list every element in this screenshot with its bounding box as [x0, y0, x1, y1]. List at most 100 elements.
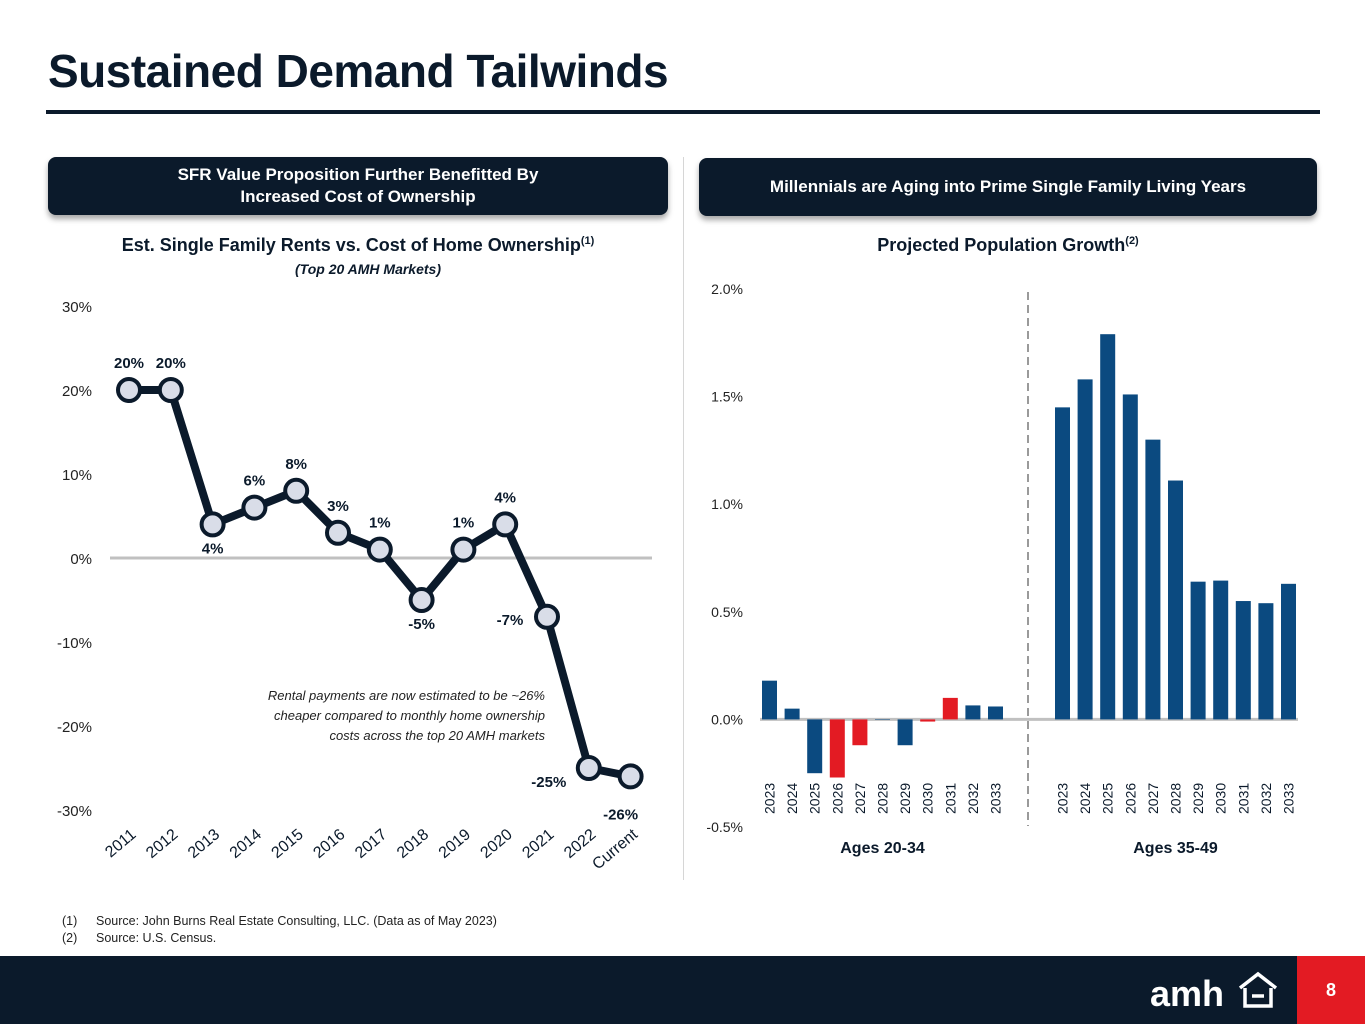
data-label: 6% — [244, 473, 266, 490]
data-point — [241, 494, 268, 521]
x-tick-label: 2023 — [762, 783, 778, 814]
x-tick-label: 2020 — [478, 826, 516, 862]
bar — [875, 719, 890, 720]
y-tick-label: -10% — [57, 635, 92, 652]
data-point — [325, 519, 351, 546]
data-label: 1% — [369, 515, 391, 532]
x-tick-label: 2018 — [394, 826, 432, 862]
left-banner-line2: Increased Cost of Ownership — [240, 187, 476, 206]
bar — [762, 680, 777, 720]
x-tick-label: 2012 — [143, 826, 181, 862]
x-tick-label: 2021 — [519, 826, 557, 862]
x-tick-label: 2027 — [1145, 783, 1161, 814]
left-chart-title-text: Est. Single Family Rents vs. Cost of Hom… — [121, 235, 581, 255]
data-label: -5% — [408, 616, 435, 633]
x-tick-label: 2031 — [1235, 783, 1251, 814]
x-tick-label: 2033 — [1281, 783, 1297, 814]
bar — [897, 719, 913, 746]
x-tick-label: 2025 — [1100, 783, 1116, 814]
x-tick-label: 2024 — [1077, 783, 1093, 814]
x-tick-label: 2031 — [942, 783, 958, 814]
data-label: 20% — [156, 355, 186, 372]
data-point — [366, 536, 393, 563]
annotation-line: costs across the top 20 AMH markets — [329, 728, 545, 743]
x-tick-label: 2029 — [1190, 783, 1206, 814]
data-point — [617, 763, 644, 790]
x-tick-label: Current — [589, 826, 641, 874]
annotation-line: Rental payments are now estimated to be … — [268, 688, 545, 703]
x-tick-label: 2032 — [965, 783, 981, 814]
bar — [852, 719, 868, 746]
right-chart-title-sup: (2) — [1125, 235, 1139, 247]
data-point — [283, 477, 310, 504]
x-tick-label: 2014 — [227, 826, 265, 862]
right-chart-title-text: Projected Population Growth — [877, 235, 1126, 255]
data-point — [534, 603, 560, 630]
bar — [1122, 394, 1138, 720]
right-chart-title: Projected Population Growth(2) — [699, 235, 1317, 256]
bar — [988, 706, 1003, 720]
right-banner-text: Millennials are Aging into Prime Single … — [769, 177, 1247, 196]
footnote-1: (1) Source: John Burns Real Estate Consu… — [62, 913, 497, 930]
y-tick-label: 30% — [62, 299, 92, 316]
left-banner: SFR Value Proposition Further Benefitted… — [48, 157, 668, 215]
data-point — [492, 511, 519, 538]
footer-bar — [0, 956, 1365, 1024]
data-point — [408, 587, 435, 613]
left-chart-subtitle: (Top 20 AMH Markets) — [295, 261, 441, 277]
x-tick-label: 2011 — [102, 826, 139, 861]
x-tick-label: 2025 — [807, 783, 823, 814]
data-point — [116, 377, 142, 403]
y-tick-label: 1.0% — [711, 496, 743, 512]
x-tick-label: 2015 — [269, 826, 307, 862]
data-label: 4% — [494, 489, 516, 506]
data-label: -26% — [603, 806, 638, 823]
y-tick-label: -0.5% — [706, 819, 743, 835]
bar — [1281, 583, 1296, 720]
x-tick-label: 2030 — [920, 783, 936, 814]
x-tick-label: 2028 — [875, 783, 891, 814]
bar-chart: 2.0% 1.5% 1.0% 0.5% 0.0% -0.5% 2023 2024 2025 202… — [706, 281, 1298, 857]
footnote-2: (2) Source: U.S. Census. — [62, 930, 497, 947]
x-tick-label: 2019 — [436, 826, 474, 862]
bar — [1235, 601, 1251, 720]
data-label: -7% — [497, 612, 524, 629]
footnotes: (1) Source: John Burns Real Estate Consu… — [62, 913, 497, 947]
left-chart-title: Est. Single Family Rents vs. Cost of Hom… — [48, 235, 668, 256]
data-point — [157, 377, 184, 403]
bar — [784, 708, 800, 720]
data-label: -25% — [531, 774, 566, 791]
footnote-2-num: (2) — [62, 931, 78, 945]
bar — [829, 719, 845, 778]
bar — [1055, 407, 1070, 720]
x-tick-label: 2024 — [784, 783, 800, 814]
logo-text: amh — [1150, 973, 1224, 1014]
bar — [1190, 581, 1206, 720]
y-tick-label: -20% — [57, 719, 92, 736]
bar — [1213, 580, 1229, 720]
footnote-1-num: (1) — [62, 914, 78, 928]
group-label: Ages 20-34 — [840, 840, 925, 857]
data-label: 1% — [453, 515, 475, 532]
house-icon — [1238, 971, 1278, 1008]
bar — [965, 705, 981, 720]
x-tick-label: 2013 — [185, 826, 223, 862]
bar — [1168, 480, 1183, 720]
data-label: 20% — [114, 355, 144, 372]
amh-logo: amh — [1150, 971, 1278, 1014]
data-point — [199, 511, 226, 538]
right-banner: Millennials are Aging into Prime Single … — [699, 158, 1317, 216]
y-tick-label: -30% — [57, 803, 92, 820]
page-title: Sustained Demand Tailwinds — [48, 45, 669, 97]
y-tick-label: 2.0% — [711, 281, 743, 297]
x-tick-label: 2017 — [352, 826, 390, 862]
footnote-1-text: Source: John Burns Real Estate Consultin… — [96, 914, 497, 928]
bar — [942, 697, 958, 720]
bar — [1258, 603, 1274, 720]
y-tick-label: 0.0% — [711, 711, 743, 727]
left-banner-line1: SFR Value Proposition Further Benefitted… — [177, 165, 539, 184]
x-tick-label: 2032 — [1258, 783, 1274, 814]
x-tick-label: 2027 — [852, 783, 868, 814]
x-tick-label: 2026 — [829, 783, 845, 814]
y-tick-label: 20% — [62, 383, 92, 400]
